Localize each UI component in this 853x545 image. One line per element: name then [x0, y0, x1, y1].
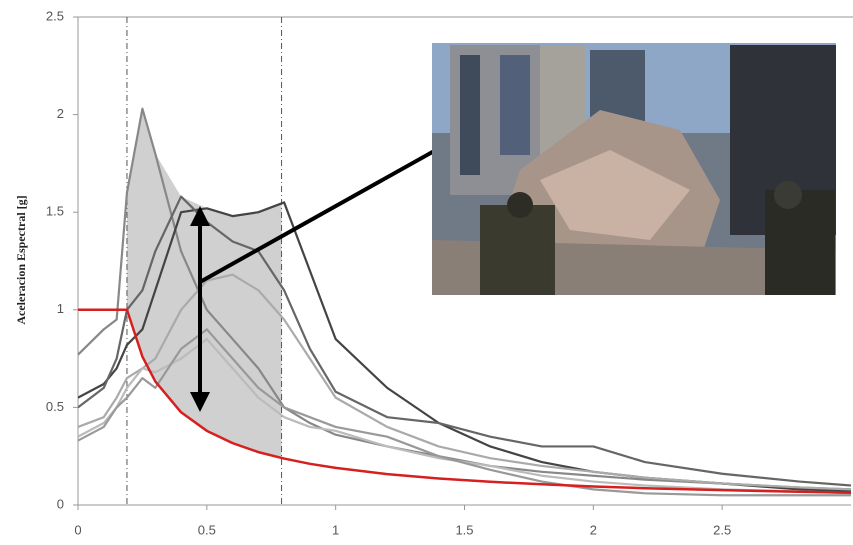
- y-tick-label: 0: [57, 496, 64, 511]
- x-tick-label: 2: [590, 522, 597, 537]
- photo: [432, 43, 836, 295]
- y-axis-label: Aceleracion Espectral [g]: [14, 195, 28, 324]
- y-tick-label: 0.5: [46, 399, 64, 414]
- x-tick-label: 0: [74, 522, 81, 537]
- x-tick-label: 1.5: [455, 522, 473, 537]
- x-tick-label: 0.5: [198, 522, 216, 537]
- y-tick-label: 2: [57, 106, 64, 121]
- x-tick-label: 2.5: [713, 522, 731, 537]
- page: {"chart_data": {"type": "line", "y_label…: [0, 0, 853, 545]
- chart: 0 0.5 1 1.5 2 2.5 0 0.5 1 1.5 2 2.5 Aceleracion Esp…: [0, 0, 853, 545]
- y-tick-label: 2.5: [46, 8, 64, 23]
- y-tick-label: 1.5: [46, 204, 64, 219]
- x-tick-label: 1: [332, 522, 339, 537]
- y-tick-label: 1: [57, 301, 64, 316]
